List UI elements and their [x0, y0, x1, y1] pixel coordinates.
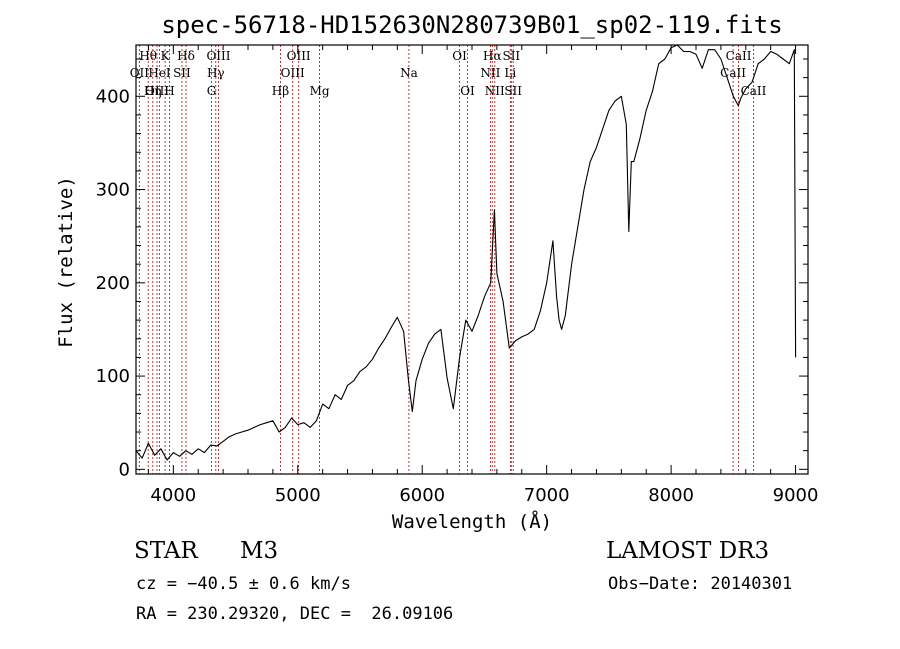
line-label-15: Mg — [310, 84, 330, 98]
y-tick-label-300: 300 — [96, 180, 130, 201]
line-label-23: Li — [504, 66, 516, 80]
chart-title: spec-56718-HD152630N280739B01_sp02-119.f… — [161, 11, 782, 39]
line-label-1: OII — [130, 66, 150, 80]
line-label-5: K — [161, 49, 171, 63]
survey-name: LAMOST DR3 — [606, 538, 770, 564]
line-label-8: Hδ — [177, 49, 195, 63]
x-tick-label-7000: 7000 — [524, 485, 570, 506]
x-axis-label: Wavelength (Å) — [392, 510, 552, 533]
y-tick-label-200: 200 — [96, 273, 130, 294]
object-subclass: M3 — [240, 538, 279, 564]
x-tick-label-4000: 4000 — [150, 485, 196, 506]
coordinates: RA = 230.29320, DEC = 26.09106 — [136, 604, 454, 624]
redshift-value: cz = −40.5 ± 0.6 km/s — [136, 574, 351, 594]
y-tick-label-100: 100 — [96, 366, 130, 387]
line-label-12: Hβ — [272, 84, 289, 98]
line-label-14: OIII — [287, 49, 311, 63]
line-label-17: OI — [452, 49, 467, 63]
line-label-13: OIII — [281, 66, 305, 80]
line-label-11: G — [207, 84, 217, 98]
line-label-10: Hγ — [207, 66, 225, 80]
line-label-22: SII — [502, 49, 520, 63]
spectrum-series — [135, 44, 797, 461]
line-label-24: SII — [504, 84, 522, 98]
line-label-19: NII — [480, 66, 500, 80]
line-label-6: H — [164, 84, 174, 98]
line-markers — [138, 45, 754, 474]
line-label-0: Hθ — [139, 49, 157, 63]
object-class: STAR — [134, 538, 198, 564]
y-axis-label: Flux (relative) — [55, 176, 77, 348]
line-label-4: HeI — [148, 66, 171, 80]
y-tick-label-400: 400 — [96, 86, 130, 107]
line-label-18: OI — [460, 84, 475, 98]
line-label-21: NII — [485, 84, 505, 98]
x-tick-label-9000: 9000 — [773, 485, 819, 506]
x-tick-label-8000: 8000 — [648, 485, 694, 506]
line-label-2: OIII — [145, 84, 169, 98]
observation-date: Obs−Date: 20140301 — [608, 574, 793, 594]
line-label-7: SII — [173, 66, 191, 80]
x-tick-label-5000: 5000 — [275, 485, 321, 506]
plot-frame — [135, 44, 809, 475]
axis-ticks: 4000 5000 6000 7000 8000 9000 0 100 200 300 400 — [96, 45, 819, 506]
line-label-3: Hη — [144, 84, 162, 98]
series-line-0 — [135, 44, 797, 461]
line-label-26: CaII — [726, 49, 752, 63]
line-label-16: Na — [400, 66, 418, 80]
y-tick-label-0: 0 — [119, 459, 130, 480]
x-tick-label-6000: 6000 — [399, 485, 445, 506]
line-label-20: Hα — [483, 49, 502, 63]
line-label-9: OIII — [206, 49, 230, 63]
